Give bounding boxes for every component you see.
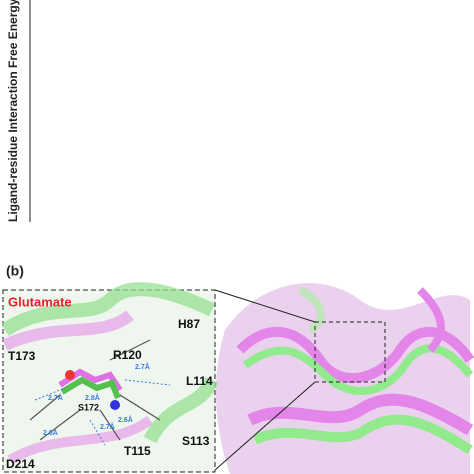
inset-title: Glutamate bbox=[8, 294, 72, 309]
residue-label: D214 bbox=[6, 457, 35, 471]
distance-label: 2.6Å bbox=[118, 415, 133, 424]
distance-label: 2.8Å bbox=[85, 393, 100, 402]
distance-label: 2.7Å bbox=[135, 362, 150, 371]
distance-label: 2.7Å bbox=[48, 393, 63, 402]
y-axis-label: Ligand-residue Interaction Free Energy bbox=[6, 0, 20, 222]
zoom-connector bbox=[214, 381, 316, 471]
residue-label: L114 bbox=[186, 374, 213, 388]
residue-label: S113 bbox=[182, 434, 210, 448]
residue-label: H87 bbox=[178, 317, 200, 331]
panel-label: (b) bbox=[6, 263, 24, 279]
zoom-box bbox=[314, 321, 386, 383]
residue-label: R120 bbox=[113, 348, 142, 362]
residue-label: T115 bbox=[124, 444, 151, 458]
panel-b: (b) Glutamate H87 R120 T173 bbox=[1, 263, 474, 474]
distance-label: 2.8Å bbox=[43, 428, 58, 437]
protein-structure bbox=[215, 283, 474, 474]
residue-label: S172 bbox=[78, 402, 99, 412]
residue-label: T173 bbox=[8, 349, 36, 363]
inset-structure bbox=[1, 282, 219, 465]
zoom-connector bbox=[214, 289, 316, 323]
distance-label: 2.7Å bbox=[100, 422, 115, 431]
